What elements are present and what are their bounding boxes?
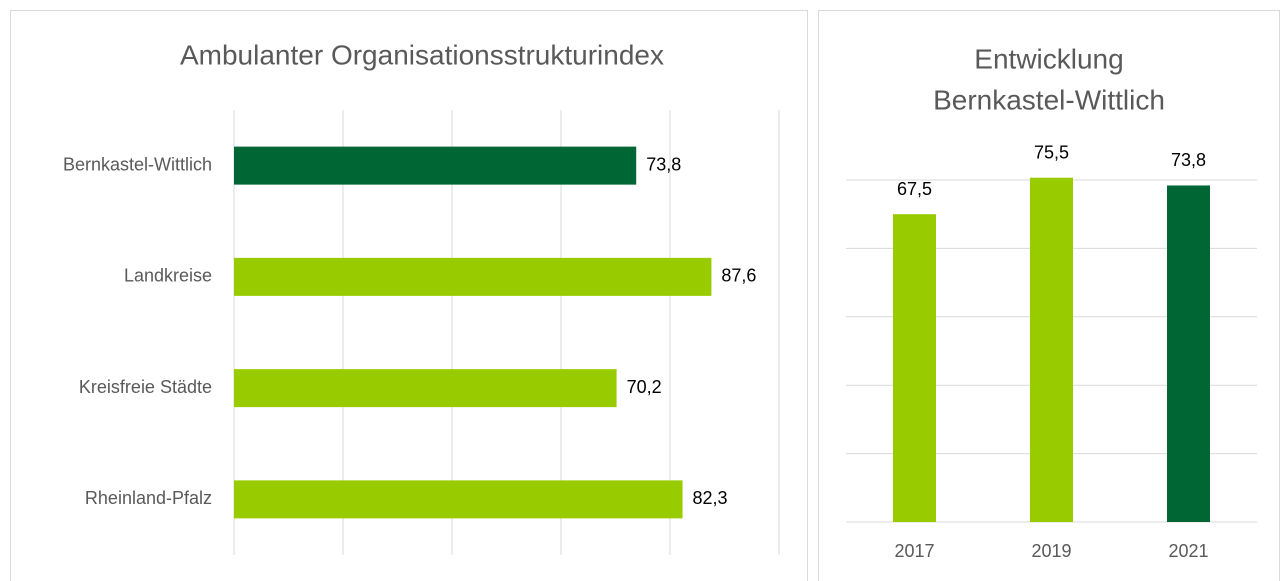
bar <box>234 369 617 408</box>
chart-title: Entwicklung <box>974 43 1123 74</box>
y-tick-label: Kreisfreie Städte <box>79 377 212 397</box>
bar <box>234 480 683 519</box>
value-label: 73,8 <box>646 154 681 174</box>
bar <box>234 257 712 296</box>
value-label: 82,3 <box>693 488 728 508</box>
bar <box>1167 185 1210 523</box>
y-tick-label: Rheinland-Pfalz <box>85 488 212 508</box>
x-tick-label: 2017 <box>894 541 934 561</box>
bar <box>893 214 936 522</box>
chart-title: Ambulanter Organisationsstrukturindex <box>180 39 664 70</box>
x-tick-label: 2019 <box>1031 541 1071 561</box>
bar <box>234 146 637 185</box>
chart-title: Bernkastel-Wittlich <box>933 84 1165 115</box>
value-label: 73,8 <box>1171 150 1206 170</box>
x-tick-label: 2021 <box>1168 541 1208 561</box>
value-label: 70,2 <box>627 377 662 397</box>
value-label: 75,5 <box>1034 142 1069 162</box>
y-tick-label: Bernkastel-Wittlich <box>63 154 212 174</box>
value-label: 67,5 <box>897 179 932 199</box>
y-tick-label: Landkreise <box>124 266 212 286</box>
value-label: 87,6 <box>721 266 756 286</box>
bar <box>1030 177 1073 522</box>
